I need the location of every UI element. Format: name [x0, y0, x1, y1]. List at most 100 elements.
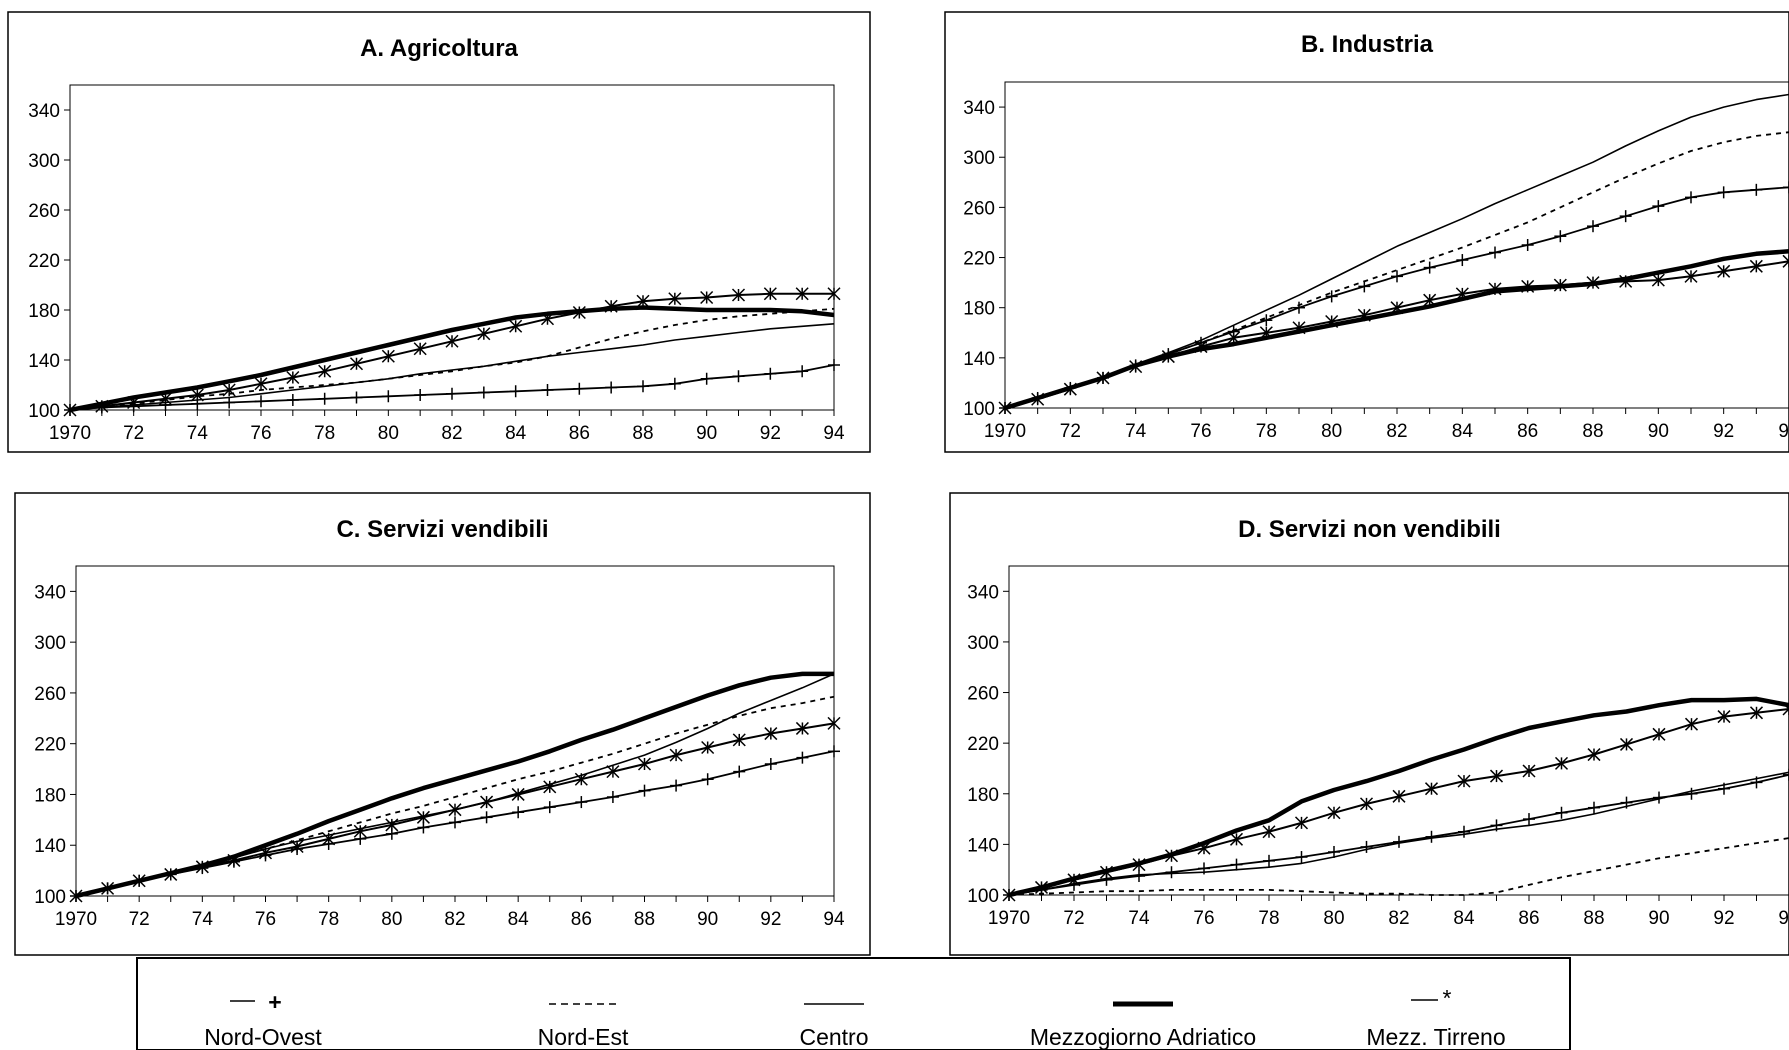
chart-title: D. Servizi non vendibili [1238, 516, 1501, 543]
x-tick-label: 84 [1453, 908, 1475, 929]
x-tick-label: 76 [250, 423, 271, 444]
x-tick-label: 92 [1713, 421, 1734, 442]
data-point [1294, 816, 1309, 830]
data-point [1099, 865, 1114, 879]
data-point [254, 377, 268, 391]
chart-title: A. Agricoltura [360, 35, 518, 62]
x-tick-label: 82 [444, 909, 465, 930]
data-point [446, 387, 458, 400]
x-tick-label: 92 [760, 909, 781, 930]
x-tick-label: 78 [1256, 421, 1277, 442]
data-point [1685, 787, 1698, 800]
x-tick-label: 78 [314, 423, 335, 444]
data-point [606, 765, 620, 779]
data-point [1229, 832, 1244, 846]
series-mezz-tirreno [1002, 702, 1789, 902]
data-point [1554, 756, 1569, 770]
y-tick-label: 340 [967, 582, 999, 603]
data-point [164, 867, 178, 881]
chart-title: B. Industria [1301, 31, 1434, 58]
data-point [195, 860, 209, 874]
data-point [732, 733, 746, 747]
data-point [63, 403, 77, 417]
data-point [733, 765, 746, 778]
x-tick-label: 1970 [49, 423, 91, 444]
chart-panel-4: D. Servizi non vendibili 100 140 180 220 260 3… [949, 492, 1789, 956]
data-point [732, 370, 745, 383]
data-point [1357, 308, 1371, 322]
x-tick-label: 90 [696, 423, 717, 444]
data-point [1423, 261, 1436, 274]
data-point [349, 357, 364, 371]
data-point [795, 721, 809, 735]
panel-frame [949, 492, 1789, 956]
x-tick-label: 94 [1778, 908, 1789, 929]
data-point [385, 818, 399, 832]
data-point [543, 780, 557, 794]
x-tick-label: 86 [571, 909, 592, 930]
data-point [1161, 350, 1175, 364]
data-point [700, 290, 714, 305]
legend-marker: * [1443, 985, 1452, 1011]
data-point [1293, 301, 1305, 314]
data-point [827, 287, 841, 301]
data-point [1619, 210, 1632, 223]
data-point [1588, 801, 1600, 814]
data-point [638, 784, 651, 797]
data-point [95, 399, 109, 413]
series-nord-est [75, 695, 835, 897]
y-tick-label: 100 [967, 886, 999, 907]
y-tick-label: 220 [34, 735, 66, 756]
data-point [575, 796, 588, 809]
y-tick-label: 260 [967, 684, 999, 705]
data-point [480, 811, 493, 824]
data-point [258, 846, 273, 860]
y-tick-label: 140 [967, 835, 999, 856]
chart-panel-2: B. Industria 100 140 180 220 260 300 340 1970 72 7… [944, 11, 1789, 453]
data-point [1455, 287, 1469, 301]
x-tick-label: 86 [1517, 421, 1538, 442]
chart-panel-1: A. Agricoltura 100 140 180 220 260 300 340 1970 7… [7, 11, 871, 453]
series-line [1008, 771, 1789, 896]
data-point [1783, 768, 1789, 781]
data-point [69, 889, 83, 903]
data-point [573, 382, 586, 395]
data-point [1325, 290, 1338, 303]
legend-item-nord-est: Nord-Est [538, 1003, 629, 1050]
y-tick-label: 180 [963, 299, 995, 320]
data-point [101, 881, 115, 895]
legend-label: Nord-Est [538, 1024, 629, 1050]
data-point [1096, 371, 1110, 385]
data-point [1328, 845, 1340, 858]
data-point [1425, 830, 1438, 843]
data-point [1456, 254, 1469, 267]
data-point [604, 299, 618, 313]
y-tick-label: 340 [28, 101, 60, 122]
x-tick-label: 1970 [988, 908, 1030, 929]
data-point [1522, 764, 1536, 778]
data-point [1555, 806, 1568, 819]
data-point [417, 821, 430, 834]
x-tick-label: 82 [1386, 421, 1407, 442]
data-point [1227, 331, 1241, 345]
legend-label: Mezzogiorno Adriatico [1030, 1024, 1256, 1050]
series-mezzogiorno-adriatico [69, 305, 835, 413]
legend-marker: + [268, 989, 281, 1015]
data-point [764, 367, 777, 380]
data-point [1749, 259, 1763, 273]
series-line [1008, 837, 1789, 896]
data-point [413, 342, 427, 356]
data-point [637, 380, 649, 393]
data-point [448, 803, 462, 817]
data-point [1684, 717, 1699, 731]
data-point [1424, 782, 1439, 796]
data-point [1523, 813, 1535, 826]
x-tick-label: 74 [187, 423, 209, 444]
series-mezz-tirreno [63, 287, 841, 417]
data-point [132, 874, 146, 888]
legend-item-mezz-tirreno: * Mezz. Tirreno [1366, 985, 1505, 1050]
x-tick-label: 74 [1128, 908, 1150, 929]
data-point [1194, 340, 1208, 354]
data-point [670, 779, 683, 792]
data-point [1489, 246, 1501, 259]
